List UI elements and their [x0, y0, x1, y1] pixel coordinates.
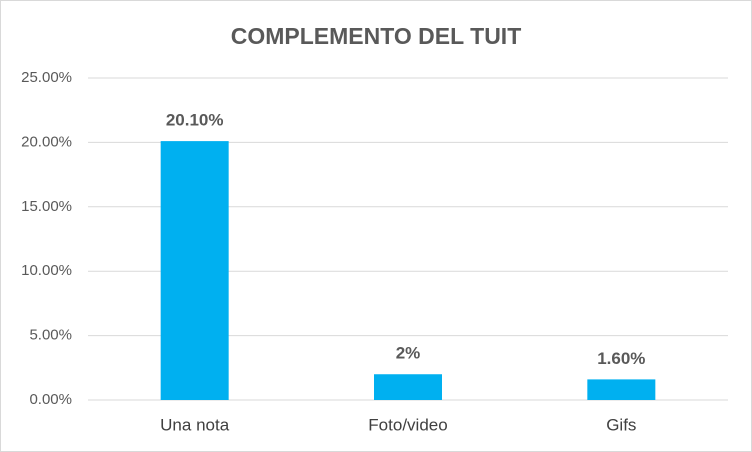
y-tick-label: 20.00%: [21, 133, 72, 150]
bar: [374, 374, 442, 400]
y-tick-label: 0.00%: [29, 391, 72, 408]
bar: [160, 141, 229, 400]
x-tick-label: Foto/video: [368, 415, 447, 434]
chart-title: COMPLEMENTO DEL TUIT: [231, 23, 522, 49]
value-label: 2%: [396, 344, 421, 363]
x-tick-label: Una nota: [160, 415, 230, 434]
x-tick-label: Gifs: [606, 415, 636, 434]
y-tick-label: 5.00%: [29, 327, 72, 344]
y-tick-label: 15.00%: [21, 198, 72, 215]
bar: [587, 379, 656, 400]
value-label: 1.60%: [597, 349, 645, 368]
y-tick-label: 25.00%: [21, 69, 72, 86]
value-label: 20.10%: [166, 111, 224, 130]
y-tick-label: 10.00%: [21, 262, 72, 279]
